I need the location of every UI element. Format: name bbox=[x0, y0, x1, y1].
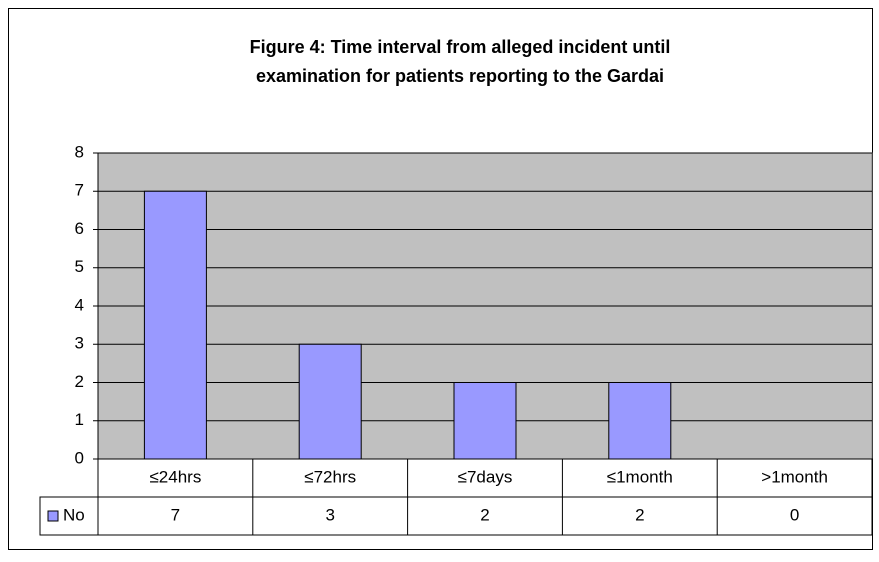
y-tick-label: 6 bbox=[75, 219, 84, 238]
data-table-value: 0 bbox=[790, 505, 799, 524]
x-tick-label: ≤24hrs bbox=[149, 467, 201, 486]
y-tick-label: 5 bbox=[75, 257, 84, 276]
x-tick-label: ≤7days bbox=[458, 467, 513, 486]
legend-swatch bbox=[47, 510, 59, 522]
data-table-value: 3 bbox=[325, 505, 334, 524]
y-tick-label: 3 bbox=[75, 334, 84, 353]
y-tick-label: 4 bbox=[75, 295, 84, 314]
data-table-row bbox=[39, 496, 873, 536]
bar bbox=[143, 190, 207, 460]
y-tick-label: 1 bbox=[75, 410, 84, 429]
x-tick-label: >1month bbox=[761, 467, 828, 486]
y-tick-label: 0 bbox=[75, 448, 84, 467]
y-tick-label: 2 bbox=[75, 372, 84, 391]
data-table-value: 2 bbox=[635, 505, 644, 524]
x-tick-label: ≤1month bbox=[607, 467, 673, 486]
bar bbox=[453, 382, 517, 460]
bar bbox=[608, 382, 672, 460]
bar bbox=[298, 343, 362, 460]
chart-title-line: Figure 4: Time interval from alleged inc… bbox=[250, 37, 671, 57]
y-tick-label: 8 bbox=[75, 142, 84, 161]
y-tick-label: 7 bbox=[75, 181, 84, 200]
x-tick-label: ≤72hrs bbox=[304, 467, 356, 486]
data-table-value: 7 bbox=[171, 505, 180, 524]
data-table-value: 2 bbox=[480, 505, 489, 524]
chart-title-line: examination for patients reporting to th… bbox=[256, 66, 664, 86]
legend-label: No bbox=[63, 505, 85, 524]
